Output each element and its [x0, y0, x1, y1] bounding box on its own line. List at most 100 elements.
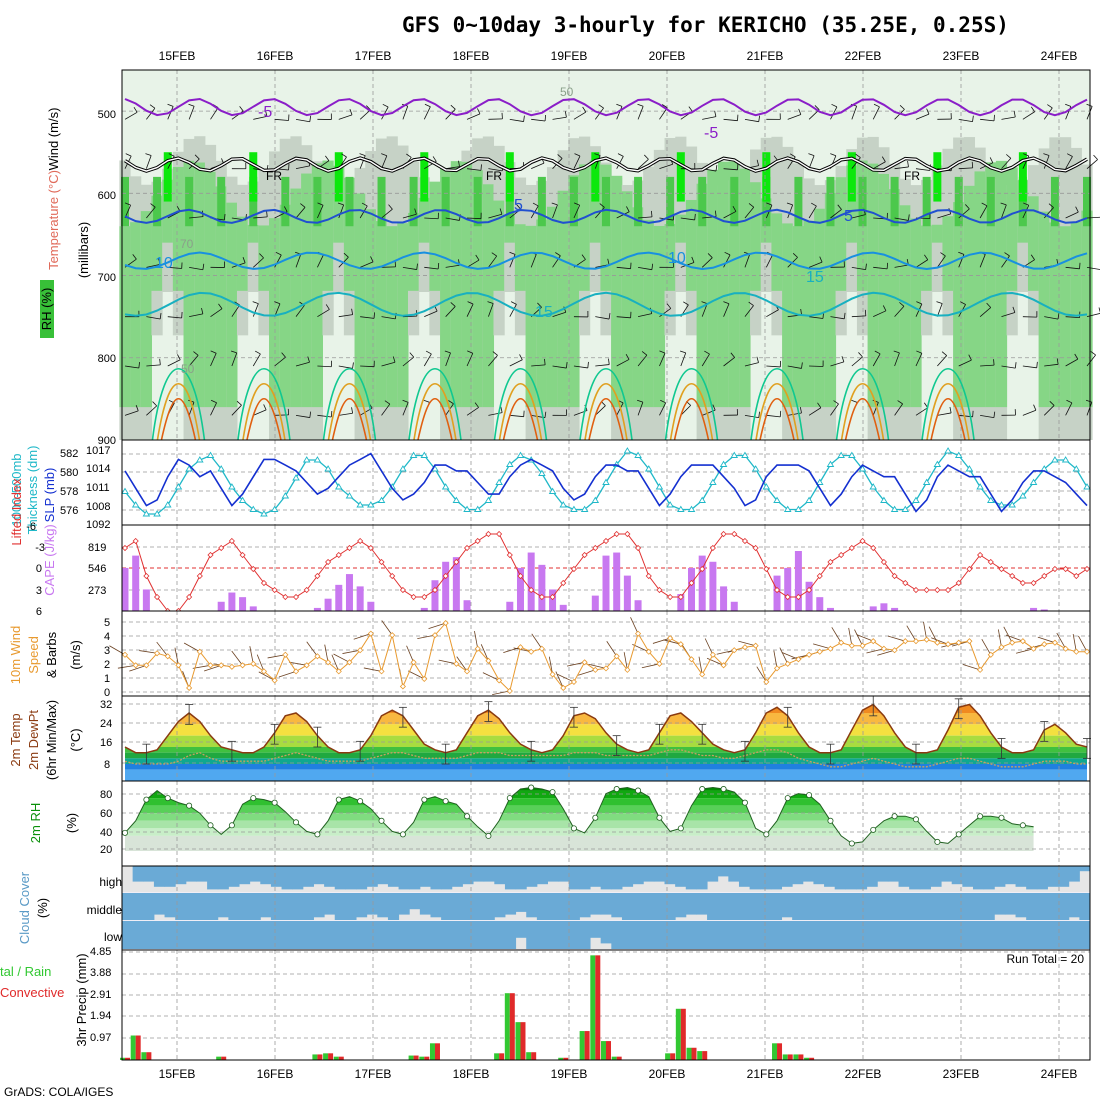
- precip-conv-bar: [606, 1041, 611, 1060]
- cloud-bar: [505, 866, 516, 889]
- date-label: 20FEB: [649, 49, 686, 63]
- cloud-bar: [633, 893, 644, 920]
- cloud-bar: [441, 866, 452, 889]
- cloud-bar: [133, 866, 144, 882]
- cloud-bar: [547, 866, 558, 882]
- cloud-bar: [345, 893, 356, 920]
- cloud-bar: [675, 866, 686, 887]
- cloud-bar: [782, 893, 793, 917]
- cloud-bar: [739, 921, 750, 949]
- cloud-bar: [622, 921, 633, 949]
- cloud-bar: [1047, 921, 1058, 949]
- rh-cell: [376, 221, 387, 407]
- temperature-panel: 32 24 16 8 2m Temp 2m DewPt (6hr Min/Max…: [8, 696, 1091, 781]
- rh-cell: [345, 177, 353, 226]
- cloud-bar: [388, 921, 399, 949]
- cloud-bar: [526, 921, 537, 949]
- rh-cell: [859, 177, 867, 226]
- rh-point: [187, 803, 192, 808]
- cloud-bar: [845, 866, 856, 889]
- precip-conv-bar: [531, 1052, 536, 1060]
- cloud-bar: [771, 921, 782, 949]
- rh-cell: [194, 163, 205, 408]
- cloud-bar: [984, 921, 995, 949]
- rh-point: [913, 817, 918, 822]
- cloud-bar: [1047, 893, 1058, 920]
- wind-axis-label: Wind (m/s): [46, 108, 61, 171]
- cloud-bar: [1026, 893, 1037, 920]
- cloud-cover-panel: high middle low Cloud Cover (%): [17, 866, 1091, 950]
- cloud-bar: [973, 921, 984, 949]
- cloud-bar: [643, 921, 654, 949]
- cloud-bar: [1016, 866, 1027, 887]
- cloud-bar: [228, 893, 239, 920]
- rh-point: [550, 789, 555, 794]
- y-tick-label: 1.94: [90, 1010, 111, 1022]
- precip-total-bar: [409, 1056, 414, 1060]
- temp-band: [122, 764, 1090, 770]
- rh-point: [400, 832, 405, 837]
- rh-cell: [301, 174, 312, 408]
- cloud-bar: [292, 921, 303, 949]
- date-label: 20FEB: [649, 1067, 686, 1081]
- rh-point: [529, 785, 534, 790]
- precip-conv-bar: [328, 1053, 333, 1060]
- cloud-bar: [409, 893, 420, 909]
- cloud-bar: [558, 866, 569, 882]
- cloud-bar: [579, 921, 590, 949]
- cloud-bar: [494, 921, 505, 949]
- cloud-bar: [579, 866, 590, 889]
- rh-cell: [1039, 212, 1050, 408]
- cape-bar: [603, 556, 610, 611]
- y-tick-label: 2.91: [90, 989, 111, 1001]
- precip-total-bar: [505, 993, 510, 1060]
- precip-total-bar: [526, 1052, 531, 1060]
- cloud-bar: [196, 921, 207, 949]
- cloud-bar: [324, 893, 335, 915]
- precip-total-bar: [612, 1057, 617, 1060]
- cloud-bar: [271, 893, 282, 920]
- y-tick-label: 700: [98, 272, 116, 284]
- date-label: 16FEB: [257, 1067, 294, 1081]
- cloud-bar: [569, 866, 580, 889]
- contour-label: 5: [844, 208, 853, 225]
- wind-background: [122, 611, 1090, 696]
- rh-cell: [987, 177, 995, 226]
- cloud-bar: [856, 893, 867, 920]
- rh-cell: [878, 174, 889, 407]
- cloud-bar: [1058, 893, 1069, 920]
- cloud-bar: [154, 866, 165, 887]
- rh-cell: [365, 209, 376, 407]
- wind-barb-flag: [481, 164, 482, 170]
- precip-total-bar: [141, 1052, 146, 1060]
- cloud-bar: [1005, 921, 1016, 949]
- rh-point: [593, 815, 598, 820]
- cloud-axis-label: Cloud Cover: [17, 871, 32, 944]
- cape-bar: [816, 597, 823, 611]
- cape-bar: [688, 568, 695, 611]
- cloud-bar: [260, 866, 271, 884]
- wind-barb-flag: [545, 115, 546, 121]
- pressure-axis-label: (millibars): [76, 222, 91, 278]
- cloud-bar: [611, 893, 622, 917]
- cloud-bar: [803, 866, 814, 882]
- rh-cell: [248, 225, 259, 243]
- precip-total-bar: [515, 1022, 520, 1060]
- y-tick-label: 5: [104, 617, 110, 629]
- cloud-bar: [409, 921, 420, 949]
- cloud-bar: [1058, 921, 1069, 949]
- rh-cell: [996, 161, 1007, 407]
- cloud-bar: [909, 893, 920, 920]
- cloud-bar: [750, 866, 761, 889]
- cloud-bar: [282, 866, 293, 889]
- cloud-bar: [526, 893, 537, 917]
- cloud-bar: [154, 921, 165, 949]
- cape-bar: [720, 586, 727, 611]
- cape-bar: [464, 600, 471, 611]
- cape-bar: [549, 589, 556, 611]
- cloud-bar: [420, 866, 431, 887]
- y-tick-label: 80: [100, 789, 112, 801]
- cloud-bar: [196, 893, 207, 920]
- precip-conv-bar: [317, 1054, 322, 1060]
- slp-thickness-panel: 582 580 578 576 1017 1014 1011 1008 1092…: [9, 440, 1090, 534]
